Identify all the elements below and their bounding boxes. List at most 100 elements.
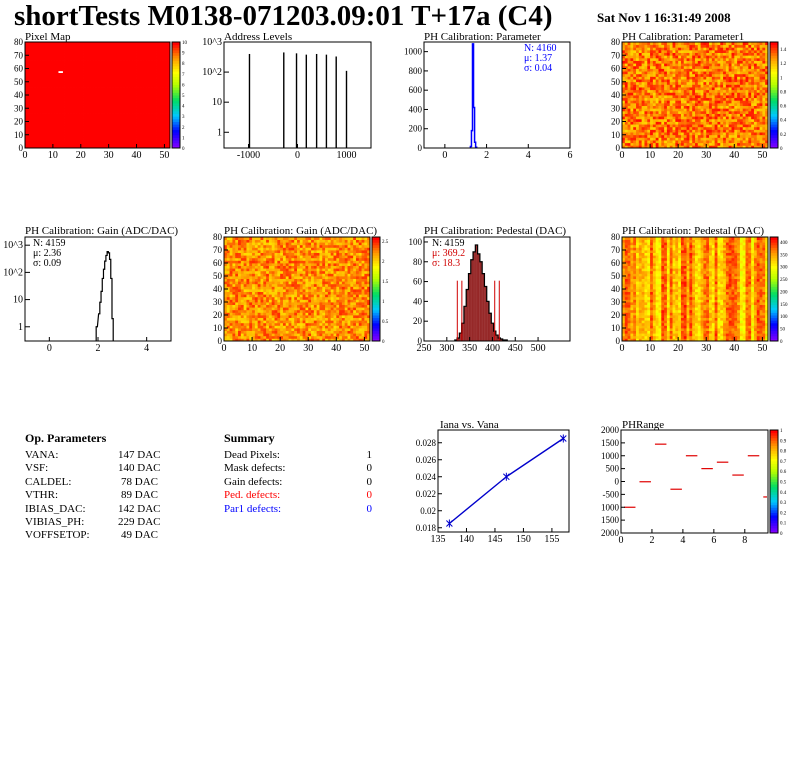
heat-cell xyxy=(47,126,51,130)
heat-cell xyxy=(759,102,763,106)
heat-cell xyxy=(47,108,51,112)
heat-cell xyxy=(680,121,685,125)
heat-cell xyxy=(161,108,165,112)
heat-cell xyxy=(675,134,679,138)
heat-cell xyxy=(229,304,233,308)
heat-cell xyxy=(734,95,738,99)
heat-cell xyxy=(714,76,718,80)
heat-cell xyxy=(692,73,696,77)
heat-cell xyxy=(252,322,256,326)
heat-cell xyxy=(130,52,135,56)
heat-cell xyxy=(150,57,154,61)
heat-cell xyxy=(164,118,168,122)
heat-cell xyxy=(717,113,721,117)
palette-cell xyxy=(172,81,180,85)
heat-cell xyxy=(644,134,648,138)
heat-cell xyxy=(117,81,121,85)
heat-cell xyxy=(689,129,693,133)
heat-cell xyxy=(633,100,637,104)
heat-cell xyxy=(748,140,752,144)
heat-cell xyxy=(224,270,228,274)
heat-cell xyxy=(756,92,760,96)
heat-cell xyxy=(686,137,690,141)
heat-cell xyxy=(64,95,68,99)
heat-cell xyxy=(678,42,682,46)
heat-cell xyxy=(108,89,112,93)
heat-cell xyxy=(263,286,267,290)
heat-cell xyxy=(122,71,126,75)
heat-cell xyxy=(111,116,115,120)
heat-cell xyxy=(720,79,724,83)
heat-cell xyxy=(240,286,245,290)
x-tick-label: 20 xyxy=(76,150,86,161)
heat-cell xyxy=(38,79,43,83)
heat-cell xyxy=(731,102,735,106)
heat-cell xyxy=(655,100,659,104)
y-tick-label: 0 xyxy=(616,143,621,153)
heat-cell xyxy=(55,71,59,75)
heat-cell xyxy=(153,52,157,56)
heat-cell xyxy=(27,95,31,99)
heat-cell xyxy=(108,42,112,46)
heat-cell xyxy=(714,124,718,128)
heat-cell xyxy=(114,84,118,88)
heat-cell xyxy=(675,42,679,46)
heat-cell xyxy=(125,44,129,48)
heat-cell xyxy=(246,338,250,342)
heat-cell xyxy=(153,81,157,85)
heat-cell xyxy=(235,257,239,261)
heat-cell xyxy=(75,142,79,146)
heat-cell xyxy=(153,102,157,106)
heat-cell xyxy=(636,42,640,46)
heat-cell xyxy=(240,304,245,308)
heat-cell xyxy=(69,116,73,120)
heat-cell xyxy=(711,60,716,64)
heat-cell xyxy=(706,129,710,133)
heat-cell xyxy=(50,145,54,149)
heat-cell xyxy=(753,134,758,138)
heat-cell xyxy=(706,60,710,64)
heat-cell xyxy=(238,257,242,261)
heat-cell xyxy=(680,116,685,120)
heat-cell xyxy=(55,92,59,96)
heat-cell xyxy=(257,244,261,248)
heat-cell xyxy=(652,95,657,99)
heat-cell xyxy=(756,81,760,85)
heat-cell xyxy=(759,100,763,104)
heat-cell xyxy=(156,134,160,138)
heat-cell xyxy=(249,286,253,290)
heat-cell xyxy=(30,60,34,64)
heat-cell xyxy=(263,268,267,272)
heat-cell xyxy=(75,57,79,61)
heat-cell xyxy=(66,95,71,99)
heat-cell xyxy=(661,140,665,144)
heat-cell xyxy=(723,73,727,77)
heat-cell xyxy=(753,108,758,112)
heat-cell xyxy=(246,328,250,331)
heat-cell xyxy=(709,116,713,120)
heat-cell xyxy=(97,47,101,51)
heat-cell xyxy=(695,110,699,114)
palette-cell xyxy=(770,60,778,64)
heat-cell xyxy=(144,44,149,48)
heat-cell xyxy=(624,65,629,69)
heat-cell xyxy=(161,52,165,56)
heat-cell xyxy=(751,140,755,144)
heat-cell xyxy=(709,89,713,93)
heat-cell xyxy=(147,42,151,46)
heat-cell xyxy=(692,129,696,133)
heat-cell xyxy=(80,68,84,72)
heat-cell xyxy=(240,265,245,269)
heat-cell xyxy=(731,97,735,101)
heat-cell xyxy=(622,42,626,46)
heat-cell xyxy=(38,89,43,93)
heat-cell xyxy=(122,60,126,64)
heat-cell xyxy=(232,257,236,261)
heat-cell xyxy=(762,63,766,67)
heat-cell xyxy=(243,257,247,261)
heat-cell xyxy=(739,55,744,59)
heat-cell xyxy=(678,116,682,120)
heat-cell xyxy=(647,89,651,93)
heat-cell xyxy=(86,76,90,80)
heat-cell xyxy=(142,52,146,56)
